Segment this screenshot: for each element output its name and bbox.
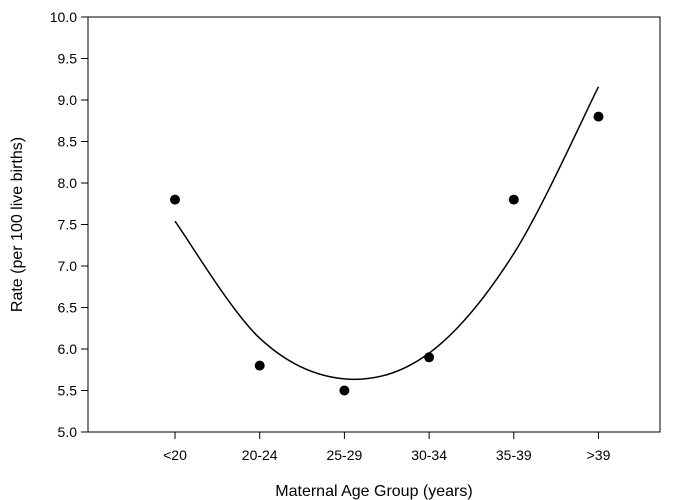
y-tick-label: 6.5 (58, 300, 78, 316)
x-axis: <20 20-24 25-29 30-34 35-39 >39 (163, 432, 611, 463)
y-tick-label: 5.5 (58, 383, 78, 399)
data-point (170, 194, 180, 205)
data-point (593, 111, 604, 122)
x-axis-label: Maternal Age Group (years) (275, 483, 472, 500)
y-tick-label: 9.0 (58, 92, 78, 108)
plot-area (87, 16, 661, 433)
x-tick-label: 20-24 (242, 447, 278, 463)
y-axis: 5.0 5.5 6.0 6.5 7.0 7.5 8.0 8.5 9.0 9.5 10.0 (50, 9, 88, 440)
data-point (254, 360, 265, 371)
y-tick-label: 9.5 (58, 51, 78, 67)
data-point (424, 352, 435, 363)
y-tick-label: 5.0 (58, 424, 78, 440)
y-tick-label: 8.5 (58, 134, 78, 150)
data-point (508, 194, 519, 205)
y-tick-label: 7.0 (58, 258, 78, 274)
fit-curve (174, 86, 600, 381)
x-tick-label: 25-29 (326, 447, 362, 463)
plot-frame (87, 16, 661, 433)
y-tick-label: 6.0 (58, 341, 78, 357)
y-axis-label: Rate (per 100 live births) (9, 137, 26, 312)
y-tick-label: 8.0 (58, 175, 78, 191)
x-tick-label: >39 (587, 447, 611, 463)
y-tick-label: 7.5 (58, 217, 78, 233)
x-tick-label: 30-34 (411, 447, 447, 463)
y-tick-label: 10.0 (50, 9, 77, 25)
x-tick-label: <20 (163, 447, 187, 463)
x-tick-label: 35-39 (496, 447, 532, 463)
data-points (170, 111, 604, 396)
data-point (339, 385, 350, 396)
